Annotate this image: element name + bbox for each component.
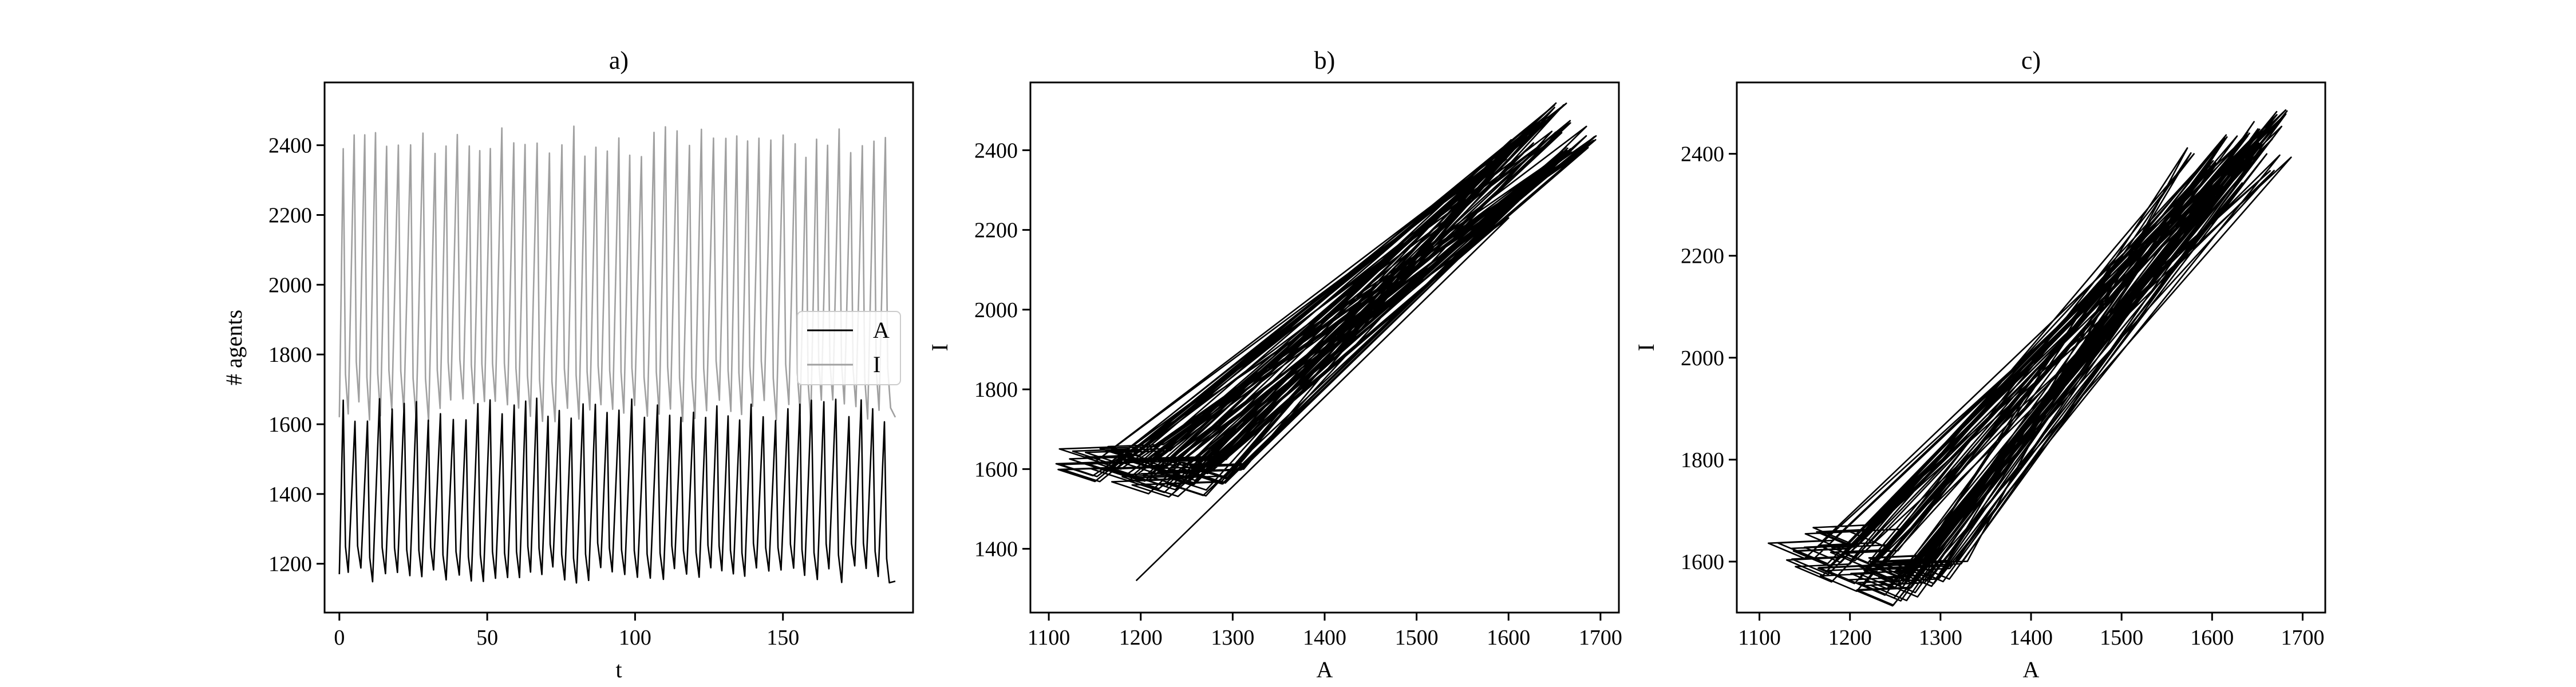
y-tick-label: 2000 bbox=[1681, 346, 1724, 370]
trajectory-line bbox=[1055, 102, 1597, 582]
panel-b-x-label: A bbox=[1317, 657, 1333, 682]
x-tick-label: 1400 bbox=[2009, 626, 2053, 650]
panel-b-plot-area bbox=[1055, 102, 1597, 582]
x-tick-label: 1500 bbox=[1395, 626, 1439, 650]
x-tick-label: 1200 bbox=[1828, 626, 1872, 650]
panel-c: 1100 1200 1300 1400 1500 1600 1700 1600 1800 200… bbox=[1633, 46, 2326, 682]
panel-a-plot-area bbox=[338, 125, 896, 584]
y-tick-label: 2200 bbox=[974, 219, 1018, 243]
panel-b-y-label: I bbox=[927, 344, 953, 351]
x-tick-label: 1600 bbox=[2190, 626, 2234, 650]
legend-label-i: I bbox=[873, 352, 880, 377]
panel-a-x-label: t bbox=[615, 657, 622, 682]
y-tick-label: 2200 bbox=[1681, 244, 1724, 269]
x-tick-label: 1500 bbox=[2100, 626, 2143, 650]
panel-b-title: b) bbox=[1314, 46, 1336, 74]
panel-b-x-ticks: 1100 1200 1300 1400 1500 1600 1700 bbox=[1028, 613, 1622, 650]
panel-a-title: a) bbox=[609, 46, 629, 74]
x-tick-label: 1600 bbox=[1487, 626, 1530, 650]
x-tick-label: 150 bbox=[767, 626, 799, 650]
panel-c-y-ticks: 1600 1800 2000 2200 2400 bbox=[1681, 143, 1737, 574]
y-tick-label: 2400 bbox=[1681, 143, 1724, 167]
x-tick-label: 1300 bbox=[1919, 626, 1962, 650]
panel-c-y-label: I bbox=[1633, 344, 1659, 351]
y-tick-label: 1200 bbox=[268, 552, 312, 577]
x-tick-label: 1100 bbox=[1028, 626, 1070, 650]
x-tick-label: 0 bbox=[334, 626, 345, 650]
y-tick-label: 1800 bbox=[268, 343, 312, 367]
series-line-a bbox=[338, 397, 896, 584]
y-tick-label: 2000 bbox=[268, 273, 312, 297]
y-tick-label: 1600 bbox=[974, 457, 1018, 481]
panel-c-title: c) bbox=[2021, 46, 2041, 74]
y-tick-label: 2000 bbox=[974, 298, 1018, 322]
panel-b: 1100 1200 1300 1400 1500 1600 1700 1400 1600 180… bbox=[927, 46, 1622, 682]
x-tick-label: 1400 bbox=[1303, 626, 1346, 650]
y-tick-label: 1600 bbox=[1681, 550, 1724, 574]
y-tick-label: 1800 bbox=[1681, 448, 1724, 472]
y-tick-label: 1400 bbox=[974, 538, 1018, 562]
y-tick-label: 1600 bbox=[268, 413, 312, 437]
y-tick-label: 1800 bbox=[974, 378, 1018, 402]
x-tick-label: 1700 bbox=[1579, 626, 1622, 650]
panel-a: 0 50 100 150 1200 1400 1600 1800 2000 2200 2400 a… bbox=[221, 46, 914, 682]
panel-a-y-label: # agents bbox=[221, 310, 247, 385]
x-tick-label: 100 bbox=[619, 626, 651, 650]
x-tick-label: 1100 bbox=[1738, 626, 1781, 650]
panel-a-y-ticks: 1200 1400 1600 1800 2000 2200 2400 bbox=[268, 134, 325, 577]
x-tick-label: 1300 bbox=[1211, 626, 1254, 650]
panel-a-legend: A I bbox=[797, 311, 901, 385]
panel-c-x-label: A bbox=[2023, 657, 2040, 682]
legend-label-a: A bbox=[873, 317, 890, 343]
y-tick-label: 2400 bbox=[974, 139, 1018, 163]
panel-a-frame bbox=[323, 81, 914, 614]
x-tick-label: 1200 bbox=[1119, 626, 1163, 650]
y-tick-label: 2400 bbox=[268, 134, 312, 158]
series-line-i bbox=[338, 125, 896, 423]
y-tick-label: 1400 bbox=[268, 483, 312, 507]
x-tick-label: 50 bbox=[476, 626, 498, 650]
panel-c-x-ticks: 1100 1200 1300 1400 1500 1600 1700 bbox=[1738, 613, 2324, 650]
panel-a-x-ticks: 0 50 100 150 bbox=[334, 613, 799, 650]
trajectory-line bbox=[1767, 109, 2292, 607]
panel-c-plot-area bbox=[1767, 109, 2292, 607]
y-tick-label: 2200 bbox=[268, 204, 312, 228]
panel-b-y-ticks: 1400 1600 1800 2000 2200 2400 bbox=[974, 139, 1030, 562]
x-tick-label: 1700 bbox=[2281, 626, 2324, 650]
